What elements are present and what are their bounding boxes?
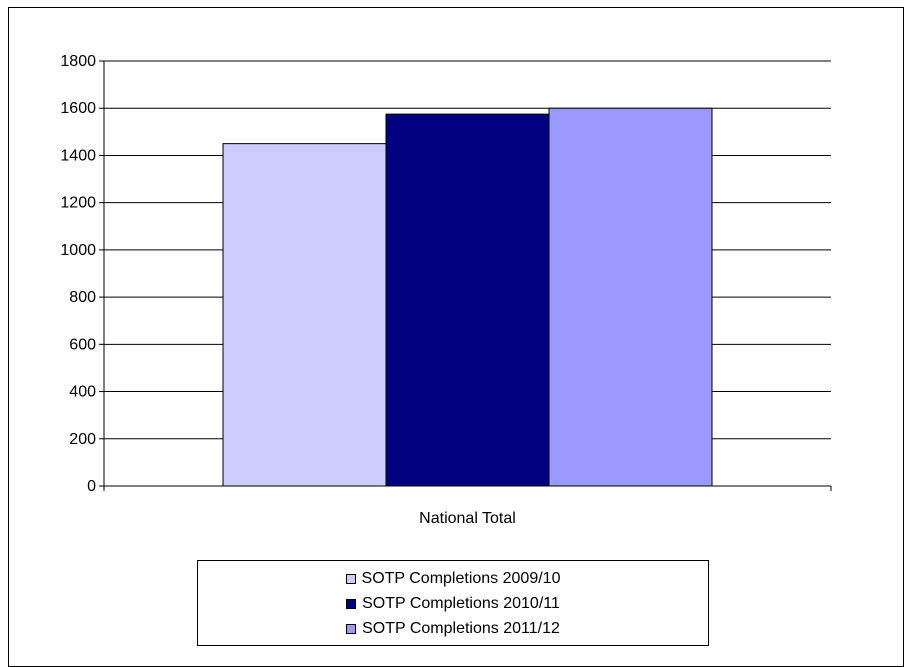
- bar: [385, 113, 550, 487]
- legend-entry: SOTP Completions 2011/12: [198, 616, 708, 641]
- y-tick-label: 1000: [60, 242, 96, 259]
- y-tick-label: 1800: [60, 53, 96, 70]
- bar: [222, 143, 387, 487]
- y-tick-label: 1600: [60, 100, 96, 117]
- legend-entry: SOTP Completions 2009/10: [198, 566, 708, 591]
- y-tick-label: 0: [87, 478, 96, 495]
- bars: [222, 107, 713, 487]
- legend-label: SOTP Completions 2009/10: [361, 569, 561, 587]
- y-tick-label: 200: [69, 431, 96, 448]
- y-tick-label: 600: [69, 336, 96, 353]
- legend-entry: SOTP Completions 2010/11: [198, 591, 708, 616]
- y-tick-label: 800: [69, 289, 96, 306]
- legend-label: SOTP Completions 2010/11: [362, 594, 560, 612]
- legend-swatch: [345, 573, 356, 584]
- legend-swatch: [346, 623, 357, 634]
- legend-label: SOTP Completions 2011/12: [362, 619, 560, 637]
- x-tick-label: National Total: [419, 510, 516, 527]
- tick-labels: 0 200 400 600 800 1000 1200 1400 1600 1800 Nationa…: [60, 53, 515, 527]
- bar: [548, 107, 713, 487]
- axes: [99, 60, 832, 491]
- legend: SOTP Completions 2009/10 SOTP Completion…: [197, 560, 709, 646]
- y-tick-label: 400: [69, 384, 96, 401]
- y-tick-label: 1200: [60, 195, 96, 212]
- y-tick-label: 1400: [60, 147, 96, 164]
- legend-swatch: [346, 598, 357, 609]
